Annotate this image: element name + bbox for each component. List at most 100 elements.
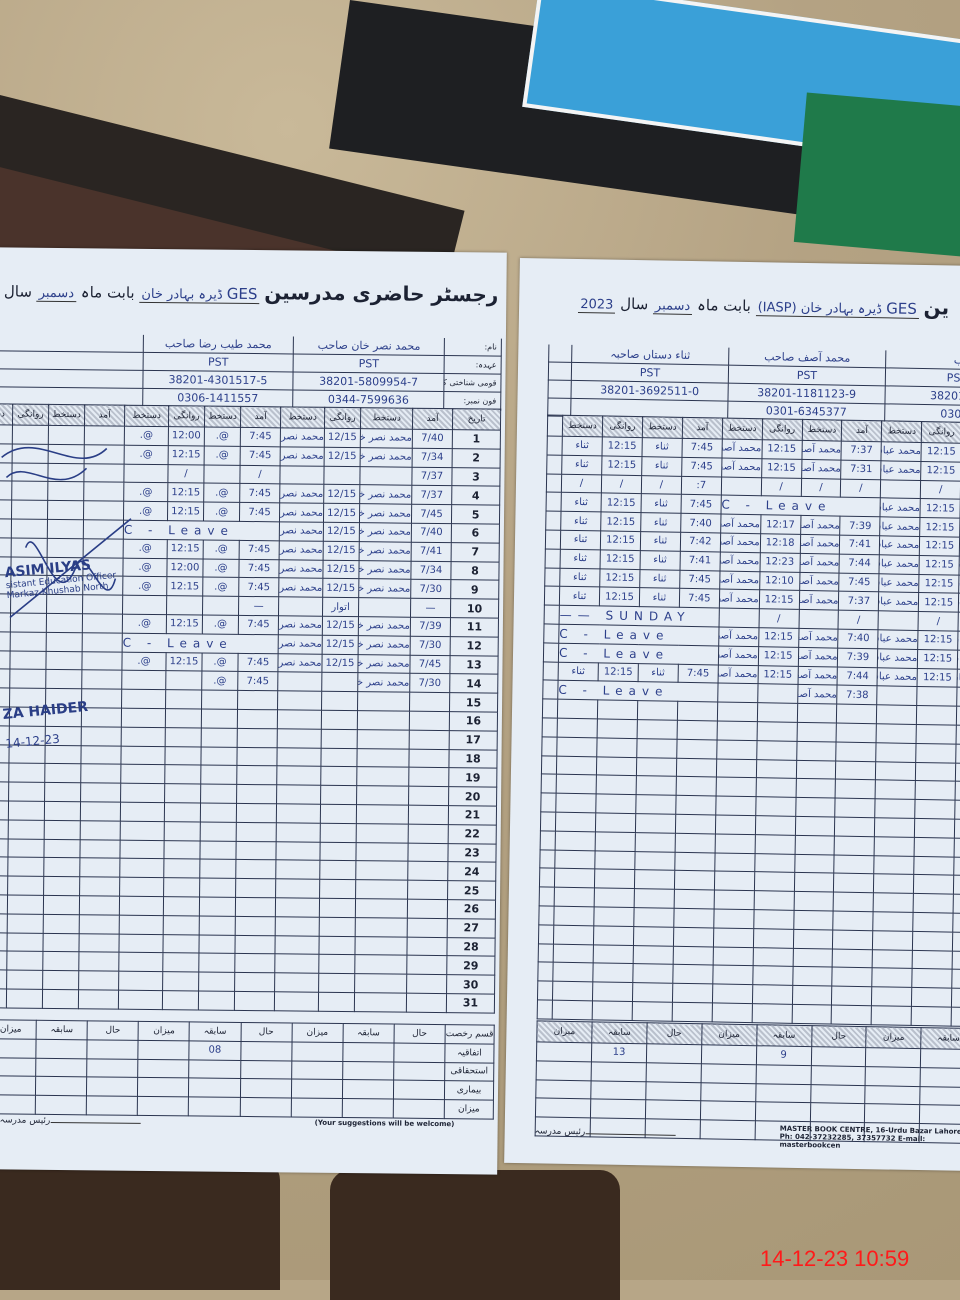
departure-signature bbox=[274, 992, 318, 1011]
departure-signature: محمد نصر خان bbox=[278, 616, 322, 635]
header-in: آمد bbox=[842, 420, 882, 442]
departure-signature bbox=[714, 890, 754, 909]
departure-signature bbox=[875, 799, 915, 818]
margin-cell bbox=[549, 344, 572, 362]
departure-time: 12/15 bbox=[322, 616, 358, 635]
arrival-signature bbox=[355, 974, 407, 993]
arrival-time: 7:45 bbox=[681, 495, 721, 514]
arrival-time: 7:44 bbox=[837, 667, 877, 686]
departure-time: 12/15 bbox=[324, 447, 360, 466]
summary-value bbox=[189, 1059, 240, 1078]
arrival-signature: محمد آصف bbox=[800, 534, 840, 553]
arrival-time bbox=[237, 785, 277, 804]
departure-signature: / bbox=[561, 474, 601, 493]
departure-time bbox=[596, 756, 636, 775]
arrival-signature bbox=[792, 967, 832, 986]
departure-time bbox=[8, 839, 44, 858]
arrival-signature: محمد نصر خان bbox=[360, 485, 412, 504]
summary-header: حال bbox=[394, 1024, 445, 1043]
departure-time bbox=[754, 853, 794, 872]
summary-value bbox=[240, 1098, 291, 1117]
summary-value bbox=[536, 1061, 591, 1081]
arrival-time bbox=[79, 896, 119, 915]
arrival-time bbox=[238, 691, 278, 710]
departure-signature: محمد نصر خان bbox=[280, 484, 324, 503]
departure-signature bbox=[275, 954, 319, 973]
departure-time bbox=[324, 466, 360, 485]
departure-signature: محمد نصر خان bbox=[278, 653, 322, 672]
departure-time bbox=[756, 759, 796, 778]
departure-signature: محمد آصف bbox=[720, 552, 760, 571]
departure-time: 12/15 bbox=[323, 503, 359, 522]
summary-value bbox=[756, 1065, 811, 1085]
arrival-signature: @. bbox=[203, 577, 239, 596]
departure-time: 12:15 bbox=[758, 646, 798, 665]
departure-time bbox=[163, 972, 199, 991]
departure-signature bbox=[553, 944, 593, 963]
arrival-signature bbox=[634, 907, 674, 926]
departure-time: 12/15 bbox=[323, 541, 359, 560]
row-date: 30 bbox=[447, 975, 495, 994]
arrival-time bbox=[80, 839, 120, 858]
arrival-signature bbox=[46, 670, 82, 689]
arrival-signature bbox=[953, 913, 960, 932]
summary-value bbox=[36, 1039, 87, 1058]
info-label: نام: bbox=[444, 338, 501, 356]
arrival-signature bbox=[794, 854, 834, 873]
arrival-signature bbox=[355, 936, 407, 955]
arrival-signature: / bbox=[641, 475, 681, 494]
arrival-signature: محمد آصف bbox=[798, 666, 838, 685]
arrival-time: 7: bbox=[681, 476, 721, 495]
summary-value bbox=[755, 1083, 810, 1103]
row-date: 10 bbox=[450, 599, 498, 618]
arrival-time bbox=[675, 852, 715, 871]
departure-time: 12:15 bbox=[919, 555, 959, 574]
departure-time bbox=[8, 801, 44, 820]
departure-signature: ثناء bbox=[559, 587, 599, 606]
arrival-signature bbox=[200, 803, 236, 822]
departure-time bbox=[10, 669, 46, 688]
register-right-page: ین GES ڈیرہ بہادر خان (IASP) بابت ماہ دس… bbox=[504, 258, 960, 1171]
row-date: 15 bbox=[450, 693, 498, 712]
departure-time: / bbox=[921, 480, 960, 499]
summary-header: میزان bbox=[866, 1027, 921, 1049]
departure-signature bbox=[555, 850, 595, 869]
departure-time: 12:15 bbox=[600, 568, 640, 587]
departure-time bbox=[165, 765, 201, 784]
arrival-time: 7:39 bbox=[838, 648, 878, 667]
departure-signature bbox=[122, 671, 166, 690]
arrival-signature bbox=[42, 989, 78, 1008]
register-title: رجسٹر حاضری مدرسین bbox=[264, 280, 498, 306]
arrival-time bbox=[673, 946, 713, 965]
register-title: ین bbox=[923, 295, 949, 319]
summary-value bbox=[700, 1082, 755, 1102]
arrival-time: 7:45 bbox=[239, 578, 279, 597]
departure-time: 12:15 bbox=[602, 456, 642, 475]
arrival-signature: محمد آصف bbox=[801, 459, 841, 478]
departure-signature bbox=[0, 913, 7, 932]
departure-time bbox=[756, 740, 796, 759]
arrival-time bbox=[409, 730, 449, 749]
arrival-signature bbox=[44, 820, 80, 839]
arrival-time: 7:45 bbox=[682, 438, 722, 457]
summary-header: حال bbox=[647, 1023, 702, 1045]
departure-signature: محمد آصف bbox=[718, 665, 758, 684]
departure-time bbox=[321, 710, 357, 729]
arrival-signature bbox=[632, 1001, 672, 1020]
arrival-time: / bbox=[838, 610, 878, 629]
departure-signature bbox=[712, 1003, 752, 1022]
margin-cell bbox=[537, 1000, 552, 1019]
departure-signature bbox=[276, 860, 320, 879]
summary-header: حال bbox=[241, 1022, 292, 1041]
departure-signature bbox=[0, 819, 8, 838]
header-sign: دستخط bbox=[802, 419, 842, 441]
arrival-signature bbox=[636, 795, 676, 814]
arrival-time: 7:45 bbox=[240, 427, 280, 446]
summary-value bbox=[87, 1058, 138, 1077]
month-label: بابت ماہ bbox=[81, 283, 135, 302]
arrival-signature bbox=[637, 738, 677, 757]
departure-time: 12:15 bbox=[601, 493, 641, 512]
row-date: 14 bbox=[450, 674, 498, 693]
arrival-signature: ثناء bbox=[642, 438, 682, 457]
arrival-signature: محمد آصف bbox=[798, 628, 838, 647]
